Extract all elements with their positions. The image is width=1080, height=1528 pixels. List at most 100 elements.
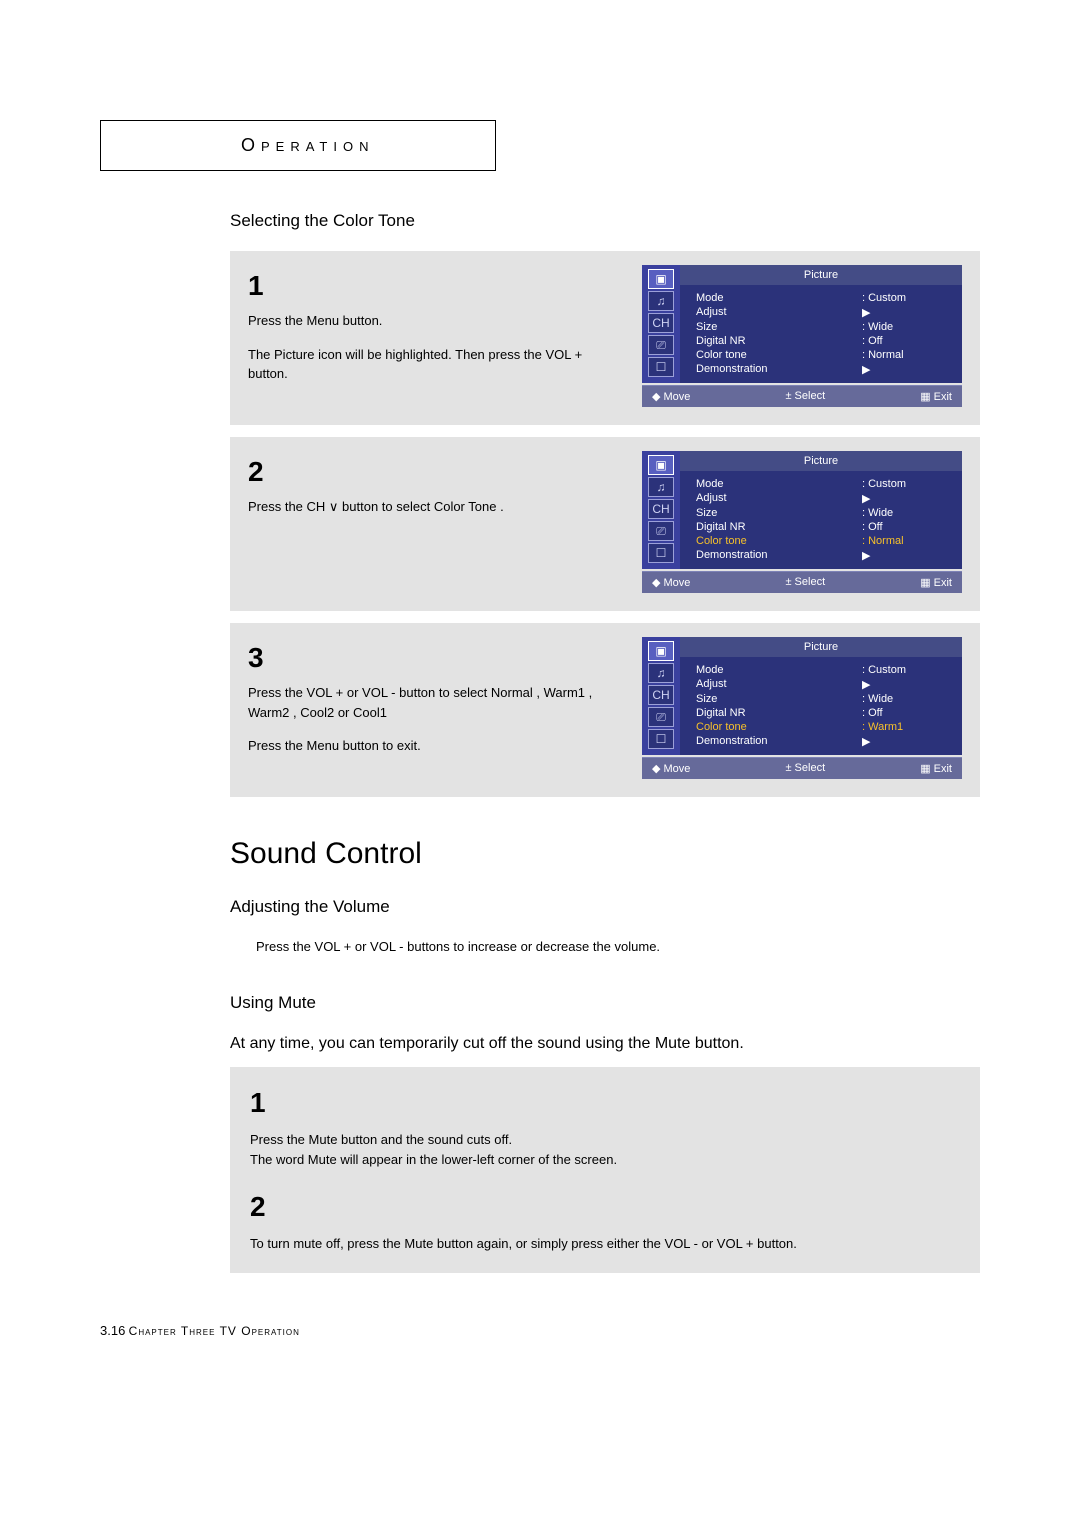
osd-sidebar-icon: ▣ [648,455,674,475]
osd-panel: ▣♫CH⎚☐ Picture Mode : Custom Adjust ▶ Si… [642,451,962,593]
sound-control-title: Sound Control [230,837,980,871]
osd-help-move: ◆ Move [652,390,690,403]
osd-help-bar: ◆ Move ± Select ▦ Exit [642,385,962,407]
osd-menu-row: Demonstration ▶ [680,362,962,377]
osd-key: Demonstration [696,549,862,562]
osd-key: Adjust [696,678,862,691]
osd-sidebar-icon: CH [648,685,674,705]
osd-value: ▶ [862,678,952,691]
osd-key: Mode [696,478,862,490]
osd-sidebar-icon: CH [648,313,674,333]
osd-title: Picture [680,451,962,471]
osd-menu-row: Demonstration ▶ [680,548,962,563]
osd-menu-row: Digital NR : Off [680,520,962,534]
adjust-volume-title: Adjusting the Volume [230,897,980,917]
osd-sidebar-icon: CH [648,499,674,519]
osd-value: ▶ [862,363,952,376]
osd-value: ▶ [862,306,952,319]
osd-sidebar-icon: ☐ [648,729,674,749]
osd-value: ▶ [862,735,952,748]
osd-sidebar: ▣♫CH⎚☐ [642,637,680,755]
osd-sidebar-icon: ▣ [648,641,674,661]
osd-value: : Wide [862,321,952,333]
osd-menu-row: Mode : Custom [680,663,962,677]
osd-sidebar: ▣♫CH⎚☐ [642,265,680,383]
osd-menu-row: Adjust ▶ [680,677,962,692]
osd-top: ▣♫CH⎚☐ Picture Mode : Custom Adjust ▶ Si… [642,451,962,569]
osd-value: : Normal [862,349,952,361]
osd-menu-row: Size : Wide [680,506,962,520]
step-text: To turn mute off, press the Mute button … [250,1234,960,1255]
osd-menu-row: Digital NR : Off [680,334,962,348]
step-number: 1 [248,265,616,307]
osd-title: Picture [680,637,962,657]
osd-key: Digital NR [696,335,862,347]
osd-value: : Wide [862,693,952,705]
osd-sidebar-icon: ♫ [648,477,674,497]
osd-top: ▣♫CH⎚☐ Picture Mode : Custom Adjust ▶ Si… [642,265,962,383]
osd-sidebar-icon: ♫ [648,291,674,311]
osd-value: ▶ [862,492,952,505]
osd-value: : Custom [862,478,952,490]
osd-help-bar: ◆ Move ± Select ▦ Exit [642,571,962,593]
osd-key: Demonstration [696,363,862,376]
step-number: 2 [248,451,616,493]
osd-sidebar-icon: ⎚ [648,335,674,355]
step-text: The Picture icon will be highlighted. Th… [248,345,616,384]
osd-menu-row: Color tone : Warm1 [680,720,962,734]
osd-menu-row: Size : Wide [680,692,962,706]
osd-key: Size [696,321,862,333]
osd-key: Size [696,693,862,705]
osd-key: Color tone [696,349,862,361]
mute-intro: At any time, you can temporarily cut off… [230,1033,980,1055]
page-footer: 3.16 Chapter Three TV Operation [100,1323,980,1338]
using-mute-title: Using Mute [230,993,980,1013]
step-text: Press the Mute button and the sound cuts… [250,1130,960,1151]
step-number: 3 [248,637,616,679]
osd-help-move: ◆ Move [652,762,690,775]
osd-help-exit: ▦ Exit [920,390,952,403]
osd-help-exit: ▦ Exit [920,762,952,775]
osd-key: Size [696,507,862,519]
osd-menu-row: Mode : Custom [680,477,962,491]
osd-sidebar-icon: ⎚ [648,707,674,727]
osd-value: : Custom [862,292,952,304]
step-block: 1 Press the Menu button. The Picture ico… [230,251,980,425]
osd-menu-row: Mode : Custom [680,291,962,305]
osd-top: ▣♫CH⎚☐ Picture Mode : Custom Adjust ▶ Si… [642,637,962,755]
adjust-volume-text: Press the VOL + or VOL - buttons to incr… [256,937,980,957]
osd-value: : Normal [862,535,952,547]
osd-panel: ▣♫CH⎚☐ Picture Mode : Custom Adjust ▶ Si… [642,637,962,779]
osd-key: Digital NR [696,707,862,719]
osd-key: Mode [696,292,862,304]
step-text: Press the Menu button. [248,311,616,331]
osd-title: Picture [680,265,962,285]
step-block: 2 Press the CH ∨ button to select Color … [230,437,980,611]
osd-menu-row: Adjust ▶ [680,305,962,320]
header-title: Operation [241,135,375,155]
osd-help-select: ± Select [785,576,825,589]
osd-help-exit: ▦ Exit [920,576,952,589]
osd-key: Color tone [696,721,862,733]
osd-menu-row: Size : Wide [680,320,962,334]
step-text: Press the CH ∨ button to select Color To… [248,497,616,517]
step-text: Press the VOL + or VOL - button to selec… [248,683,616,722]
osd-menu-row: Demonstration ▶ [680,734,962,749]
osd-sidebar-icon: ♫ [648,663,674,683]
osd-sidebar-icon: ⎚ [648,521,674,541]
osd-help-bar: ◆ Move ± Select ▦ Exit [642,757,962,779]
osd-sidebar-icon: ☐ [648,357,674,377]
osd-menu-row: Adjust ▶ [680,491,962,506]
step-block: 3 Press the VOL + or VOL - button to sel… [230,623,980,797]
step-left: 1 Press the Menu button. The Picture ico… [248,265,616,407]
osd-help-select: ± Select [785,390,825,403]
osd-sidebar: ▣♫CH⎚☐ [642,451,680,569]
header-box: Operation [100,120,496,171]
step-number: 1 [250,1081,960,1126]
mute-step-2: 2 To turn mute off, press the Mute butto… [250,1185,960,1255]
osd-sidebar-icon: ☐ [648,543,674,563]
osd-panel: ▣♫CH⎚☐ Picture Mode : Custom Adjust ▶ Si… [642,265,962,407]
osd-help-select: ± Select [785,762,825,775]
osd-sidebar-icon: ▣ [648,269,674,289]
osd-value: : Off [862,707,952,719]
